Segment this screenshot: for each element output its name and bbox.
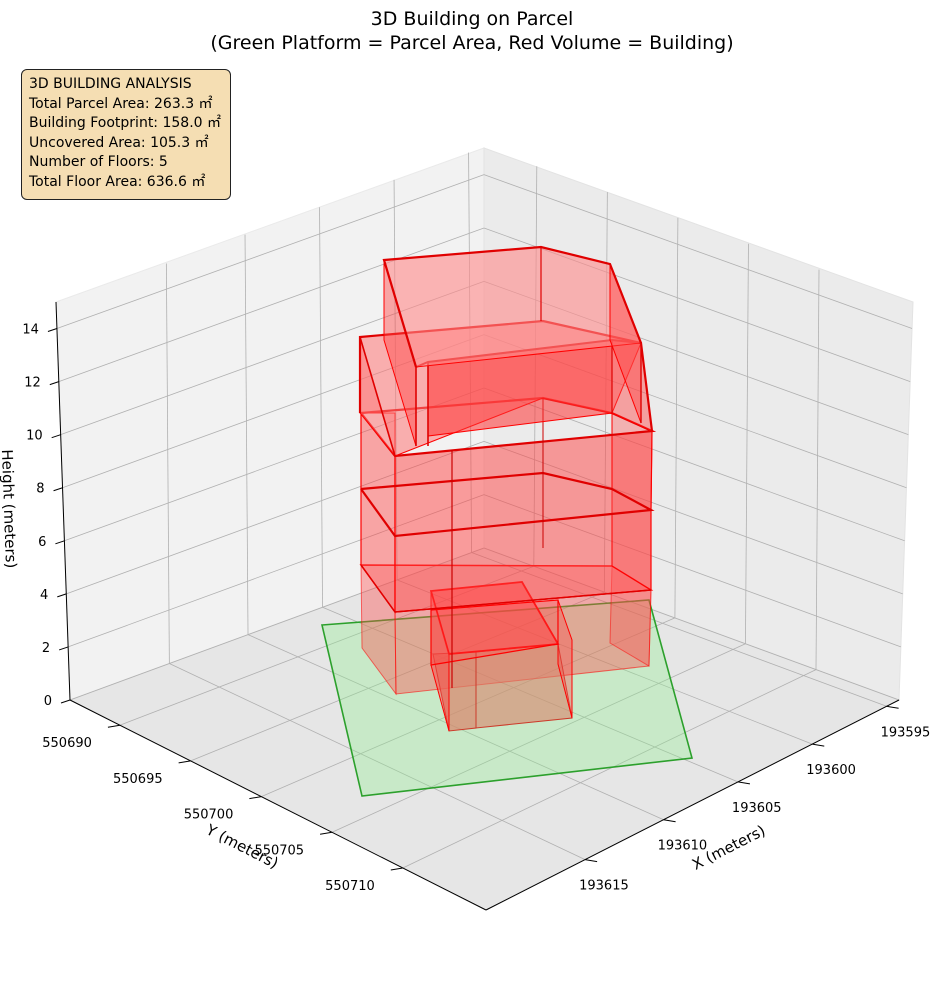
- z-tick: [60, 699, 71, 704]
- z-tick-label: 10: [26, 429, 43, 444]
- x-axis-line: [485, 699, 900, 911]
- y-tick-label: 550705: [254, 843, 304, 858]
- y-axis-line: [69, 699, 487, 911]
- info-heading: 3D BUILDING ANALYSIS: [29, 76, 192, 92]
- x-tick: [585, 859, 598, 863]
- x-tick: [663, 819, 676, 823]
- x-tick: [812, 743, 825, 747]
- x-tick-label: 193615: [579, 879, 629, 894]
- z-tick: [55, 540, 65, 545]
- info-building-footprint: Building Footprint: 158.0 ㎡: [29, 115, 222, 132]
- z-tick-label: 0: [44, 694, 52, 709]
- z-tick-label: 8: [36, 482, 44, 497]
- z-tick-label: 2: [42, 641, 50, 656]
- y-gridline: [402, 669, 817, 869]
- x-gridline: [165, 263, 170, 664]
- info-number-of-floors: Number of Floors: 5: [29, 154, 168, 171]
- axis-ticks: [47, 328, 899, 871]
- y-gridline: [815, 269, 820, 670]
- x-tick: [737, 781, 751, 785]
- floor-edge: [360, 471, 655, 538]
- x-tick-label: 193595: [881, 725, 931, 740]
- z-axis-line: [55, 301, 71, 701]
- floor-edge: [360, 564, 652, 613]
- y-tick: [390, 867, 403, 871]
- z-tick-label: 6: [38, 535, 46, 550]
- y-tick-label: 550710: [325, 879, 375, 894]
- y-tick-label: 550700: [184, 808, 234, 823]
- y-tick: [107, 724, 121, 728]
- z-gridline: [483, 174, 913, 329]
- y-tick-label: 550690: [42, 736, 92, 751]
- floor-edge: [359, 336, 396, 457]
- axis-lines: [55, 301, 900, 911]
- y-tick: [319, 831, 333, 835]
- chart-subtitle: (Green Platform = Parcel Area, Red Volum…: [210, 32, 733, 54]
- info-total-parcel-area: Total Parcel Area: 263.3 ㎡: [29, 95, 213, 112]
- x-tick-label: 193610: [658, 839, 708, 854]
- tick-labels: 0 2 4 6 8 10 12 14 550690 550695 550700 550705 55071…: [22, 323, 930, 894]
- z-tick: [57, 593, 67, 598]
- y-gridline: [674, 217, 679, 618]
- x-gridline: [244, 234, 249, 635]
- y-gridline: [331, 643, 746, 833]
- z-tick-label: 14: [22, 323, 39, 338]
- annex-face: [557, 599, 573, 719]
- building-volume: [358, 245, 657, 732]
- z-tick: [58, 646, 69, 651]
- z-tick-label: 12: [24, 376, 41, 391]
- x-tick-label: 193600: [806, 763, 856, 778]
- z-tick: [49, 381, 59, 386]
- x-tick-label: 193605: [732, 801, 782, 816]
- info-uncovered-area: Uncovered Area: 105.3 ㎡: [29, 134, 209, 151]
- x-gridline: [169, 663, 586, 860]
- z-gridline: [58, 227, 485, 382]
- z-axis-label: Height (meters): [0, 449, 20, 569]
- z-gridline: [56, 174, 485, 329]
- chart-title: 3D Building on Parcel: [371, 8, 574, 30]
- y-tick-label: 550695: [113, 772, 163, 787]
- analysis-info-box: 3D BUILDING ANALYSIS Total Parcel Area: …: [21, 69, 231, 200]
- z-tick: [47, 328, 58, 333]
- info-total-floor-area: Total Floor Area: 636.6 ㎡: [29, 173, 206, 190]
- y-tick: [178, 760, 191, 764]
- z-tick-label: 4: [40, 588, 48, 603]
- x-gridline: [319, 207, 323, 608]
- y-gridline: [745, 243, 749, 644]
- z-tick: [51, 434, 61, 439]
- x-tick: [886, 705, 899, 709]
- y-tick: [249, 796, 262, 800]
- z-tick: [53, 487, 63, 492]
